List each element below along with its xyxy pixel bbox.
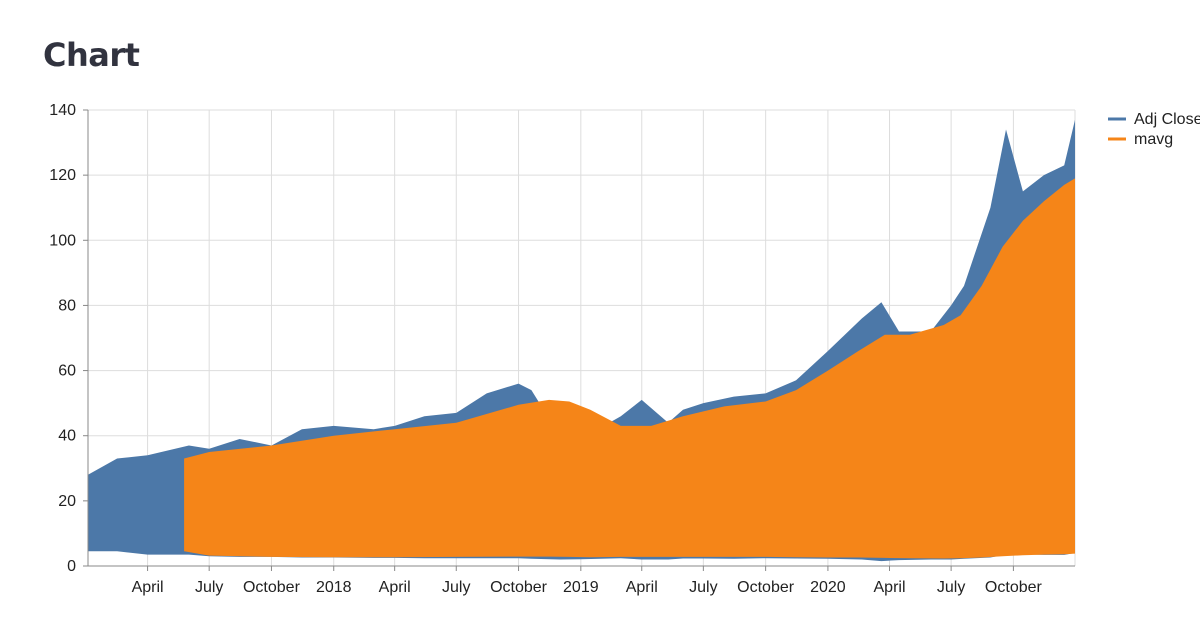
- x-tick-label: July: [442, 579, 470, 596]
- x-tick-label: July: [689, 579, 717, 596]
- x-tick-label: April: [132, 579, 164, 596]
- y-tick-label: 20: [58, 493, 76, 510]
- x-tick-label: October: [243, 579, 301, 596]
- y-tick-label: 60: [58, 363, 76, 380]
- x-tick-label: 2019: [563, 579, 599, 596]
- y-tick-label: 0: [67, 558, 76, 575]
- page-title: Chart: [43, 36, 140, 74]
- x-tick-label: October: [490, 579, 548, 596]
- series-areas: [88, 119, 1076, 562]
- x-tick-label: April: [874, 579, 906, 596]
- series-mavg-area: [184, 178, 1076, 559]
- x-tick-label: October: [985, 579, 1043, 596]
- y-tick-label: 140: [49, 102, 76, 119]
- y-tick-label: 80: [58, 297, 76, 314]
- x-tick-label: July: [937, 579, 965, 596]
- x-tick-label: April: [626, 579, 658, 596]
- y-tick-label: 100: [49, 232, 76, 249]
- y-tick-label: 40: [58, 428, 76, 445]
- y-tick-label: 120: [49, 167, 76, 184]
- legend-label-adj-close: Adj Close: [1134, 111, 1200, 128]
- legend: Adj Close mavg: [1108, 111, 1200, 148]
- axes: April July October 2018 April July October 2019…: [49, 102, 1075, 596]
- legend-label-mavg: mavg: [1134, 131, 1173, 148]
- x-tick-label: October: [737, 579, 795, 596]
- x-tick-label: 2020: [810, 579, 846, 596]
- x-tick-label: July: [195, 579, 223, 596]
- x-tick-label: 2018: [316, 579, 352, 596]
- x-tick-label: April: [379, 579, 411, 596]
